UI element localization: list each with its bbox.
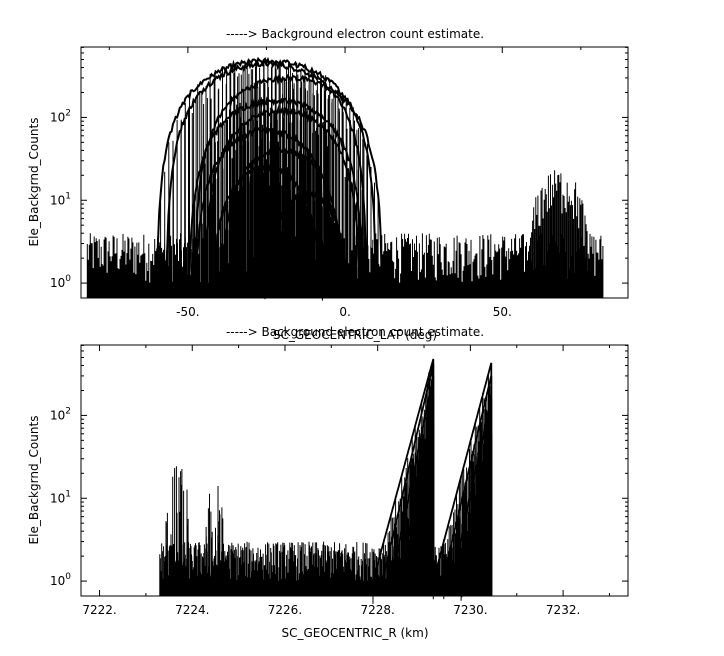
panel-2-axes: 7222. 7224. 7226. 7228. 7230. 7232. 100 101 102: [50, 344, 628, 617]
panel-2-title: -----> Background electron count estimat…: [226, 325, 484, 339]
x-tick-label: 7232.: [546, 603, 580, 617]
panel-1-title: -----> Background electron count estimat…: [226, 27, 484, 41]
panel-latitude: -----> Background electron count estimat…: [27, 27, 629, 342]
panel-radius: -----> Background electron count estimat…: [27, 325, 629, 640]
panel-2-xlabel: SC_GEOCENTRIC_R (km): [282, 626, 429, 640]
y-tick-label: 102: [50, 108, 71, 124]
x-tick-label: 50.: [493, 305, 512, 319]
panel-2-plot-area: [159, 358, 493, 604]
data-sticks: [86, 59, 604, 301]
x-tick-label: 7224.: [175, 603, 209, 617]
panel-2-frame: [80, 344, 629, 597]
x-tick-label: -50.: [176, 305, 199, 319]
y-tick-label: 100: [50, 572, 71, 588]
panel-1-xlabel: SC_GEOCENTRIC_LAT (deg): [273, 328, 437, 342]
x-tick-label: 0.: [339, 305, 350, 319]
y-tick-label: 101: [50, 191, 71, 207]
panel-1-frame: [80, 46, 629, 299]
y-tick-label: 102: [50, 406, 71, 422]
panel-1-plot-area: [86, 56, 604, 301]
series-curve: [155, 56, 378, 285]
y-tick-label: 101: [50, 489, 71, 505]
x-tick-label: 7230.: [453, 603, 487, 617]
x-tick-label: 7222.: [82, 603, 116, 617]
panel-2-ylabel: Ele_Backgrnd_Counts: [27, 416, 41, 545]
data-sticks: [159, 361, 492, 604]
panel-1-ylabel: Ele_Backgrnd_Counts: [27, 118, 41, 247]
x-tick-label: 7226.: [268, 603, 302, 617]
y-tick-label: 100: [50, 274, 71, 290]
x-tick-label: 7228.: [360, 603, 394, 617]
